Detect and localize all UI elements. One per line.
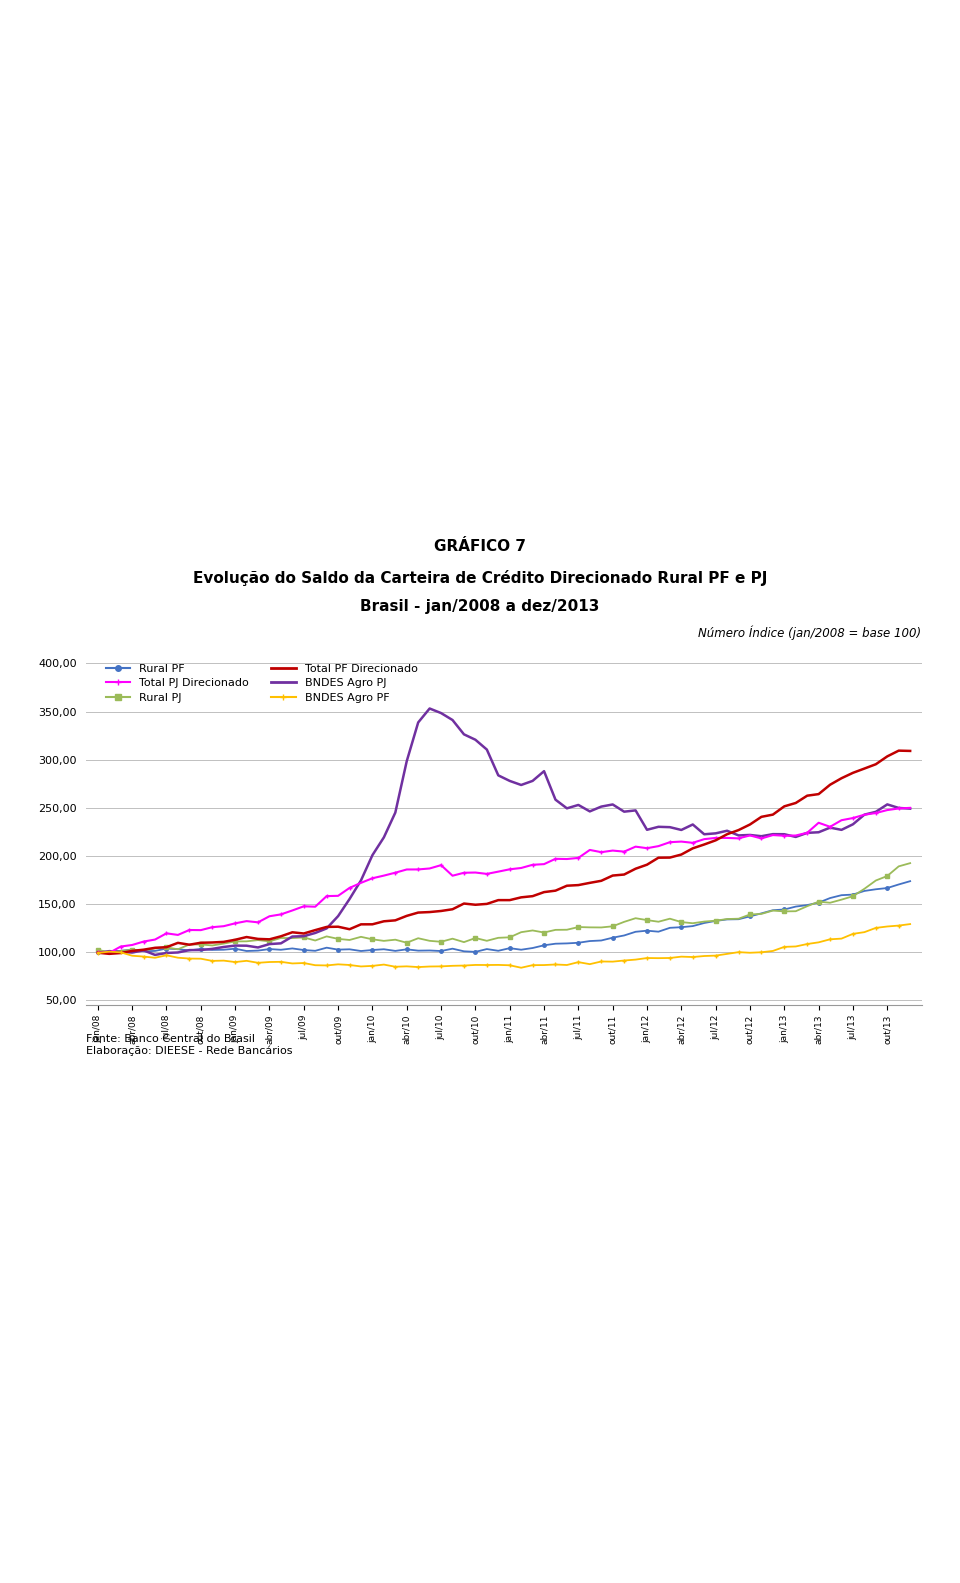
BNDES Agro PJ — [904, 799, 916, 818]
Rural PJ — [298, 928, 309, 947]
BNDES Agro PF — [367, 956, 378, 975]
Total PF Direcionado — [893, 741, 904, 760]
Rural PF — [653, 923, 664, 942]
BNDES Agro PF — [287, 955, 299, 974]
Total PJ Direcionado — [378, 866, 390, 885]
Rural PF — [562, 934, 573, 953]
Rural PF — [104, 942, 115, 961]
Rural PF — [618, 926, 630, 945]
Rural PJ — [618, 912, 630, 931]
BNDES Agro PJ — [572, 795, 584, 814]
BNDES Agro PJ — [92, 943, 104, 962]
BNDES Agro PJ — [858, 806, 870, 825]
Total PJ Direcionado — [298, 898, 309, 917]
Total PF Direcionado — [904, 741, 916, 760]
Rural PJ — [378, 931, 390, 950]
Rural PJ — [92, 940, 104, 959]
BNDES Agro PJ — [664, 818, 676, 837]
Total PF Direcionado — [92, 943, 104, 962]
BNDES Agro PF — [206, 951, 218, 970]
BNDES Agro PF — [618, 951, 630, 970]
Total PJ Direcionado — [218, 917, 229, 936]
BNDES Agro PJ — [378, 828, 390, 847]
BNDES Agro PF — [562, 956, 573, 975]
Rural PF — [298, 940, 309, 959]
Total PF Direcionado — [653, 848, 664, 867]
BNDES Agro PJ — [150, 945, 161, 964]
Total PF Direcionado — [218, 932, 229, 951]
Total PJ Direcionado — [104, 943, 115, 962]
Total PJ Direcionado — [618, 842, 630, 861]
Line: Total PJ Direcionado: Total PJ Direcionado — [96, 806, 912, 955]
Line: Rural PJ: Rural PJ — [96, 861, 912, 955]
Total PF Direcionado — [618, 864, 630, 883]
Total PJ Direcionado — [904, 798, 916, 817]
Total PF Direcionado — [847, 763, 858, 782]
Text: Número Índice (jan/2008 = base 100): Número Índice (jan/2008 = base 100) — [699, 625, 922, 640]
Text: Fonte: Banco Central do Brasil
Elaboração: DIEESE - Rede Bancários: Fonte: Banco Central do Brasil Elaboraçã… — [86, 1034, 293, 1056]
Line: Rural PF: Rural PF — [96, 880, 912, 955]
Total PJ Direcionado — [653, 837, 664, 856]
Rural PJ — [904, 853, 916, 872]
Total PF Direcionado — [104, 945, 115, 964]
Total PJ Direcionado — [562, 850, 573, 869]
BNDES Agro PJ — [630, 801, 641, 820]
Rural PJ — [562, 920, 573, 939]
Rural PF — [378, 940, 390, 959]
BNDES Agro PF — [92, 943, 104, 962]
Legend: Rural PF, Total PJ Direcionado, Rural PJ, Total PF Direcionado, BNDES Agro PJ, B: Rural PF, Total PJ Direcionado, Rural PJ… — [100, 659, 423, 708]
Rural PF — [218, 940, 229, 959]
Rural PJ — [653, 912, 664, 931]
Rural PF — [904, 872, 916, 891]
BNDES Agro PF — [516, 958, 527, 977]
Rural PF — [92, 942, 104, 961]
Total PF Direcionado — [378, 912, 390, 931]
BNDES Agro PJ — [424, 700, 436, 719]
BNDES Agro PF — [904, 915, 916, 934]
Text: Brasil - jan/2008 a dez/2013: Brasil - jan/2008 a dez/2013 — [360, 600, 600, 614]
Rural PJ — [218, 934, 229, 953]
Line: BNDES Agro PF: BNDES Agro PF — [96, 921, 912, 970]
Line: BNDES Agro PJ: BNDES Agro PJ — [98, 709, 910, 955]
Rural PJ — [104, 943, 115, 962]
Text: Evolução do Saldo da Carteira de Crédito Direcionado Rural PF e PJ: Evolução do Saldo da Carteira de Crédito… — [193, 570, 767, 586]
Total PJ Direcionado — [92, 943, 104, 962]
Total PF Direcionado — [562, 877, 573, 896]
BNDES Agro PF — [653, 948, 664, 967]
Line: Total PF Direcionado: Total PF Direcionado — [98, 750, 910, 955]
BNDES Agro PJ — [218, 937, 229, 956]
Text: GRÁFICO 7: GRÁFICO 7 — [434, 540, 526, 554]
